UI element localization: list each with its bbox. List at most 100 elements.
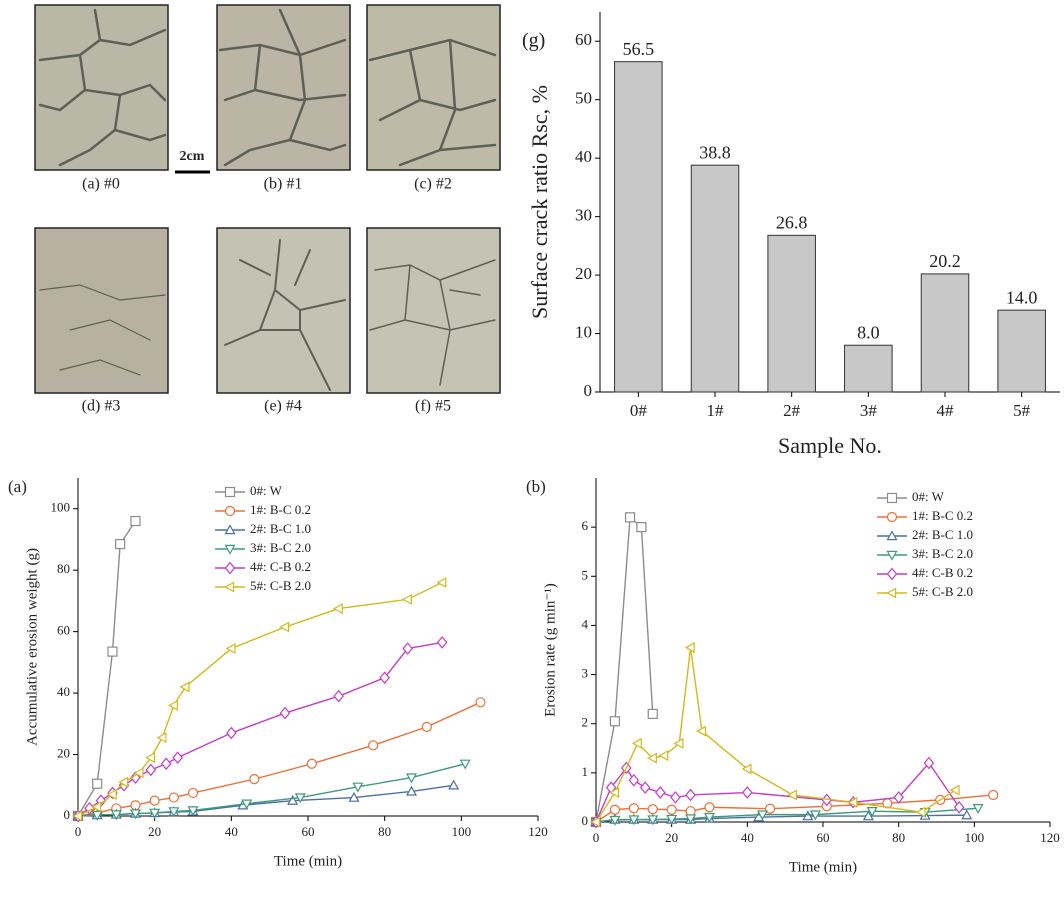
- marker: [133, 767, 144, 779]
- marker: [639, 781, 651, 794]
- marker: [332, 603, 343, 615]
- x-tick-label: 2#: [783, 401, 801, 420]
- photo: [216, 227, 351, 394]
- marker: [436, 576, 447, 588]
- marker: [475, 697, 486, 708]
- bar-value-label: 20.2: [929, 251, 961, 271]
- legend-label: 4#: C-B 0.2: [912, 565, 973, 580]
- legend-marker: [886, 511, 898, 523]
- legend-label: 5#: C-B 2.0: [250, 578, 311, 593]
- marker: [655, 786, 666, 799]
- marker: [704, 802, 715, 813]
- marker: [756, 810, 768, 821]
- legend-marker: [224, 505, 236, 517]
- photo-caption: (f) #5: [415, 398, 451, 415]
- x-tick-label: 5#: [1013, 401, 1031, 420]
- x-tick-label: 0: [75, 824, 82, 839]
- marker: [333, 689, 344, 703]
- marker: [249, 774, 260, 785]
- bar-value-label: 14.0: [1006, 287, 1038, 307]
- y-axis-label: Accumulative erosion weight (g): [24, 548, 40, 746]
- bar: [844, 344, 893, 393]
- panel-label: (a): [8, 477, 27, 496]
- bar: [920, 273, 970, 393]
- y-tick-label: 0: [64, 807, 71, 822]
- x-tick-label: 20: [148, 824, 161, 839]
- marker: [866, 806, 878, 817]
- marker: [130, 515, 141, 527]
- legend-label: 3#: B-C 2.0: [250, 540, 311, 555]
- marker: [628, 773, 640, 787]
- y-tick-label: 10: [575, 322, 592, 341]
- scale-bar-label: 2cm: [180, 149, 205, 164]
- marker: [306, 758, 317, 769]
- marker: [405, 773, 418, 784]
- legend-marker: [224, 524, 236, 535]
- series-line: [595, 807, 979, 823]
- marker: [915, 806, 926, 818]
- legend-marker: [886, 492, 898, 504]
- legend-marker: [224, 544, 236, 555]
- panel-label: (b): [526, 477, 546, 496]
- x-tick-label: 0: [593, 830, 600, 845]
- marker: [647, 804, 658, 815]
- marker: [279, 706, 291, 720]
- marker: [287, 794, 299, 805]
- y-tick-label: 1: [582, 764, 589, 779]
- y-tick-label: 0: [582, 813, 589, 828]
- series-line: [77, 641, 443, 817]
- marker: [786, 789, 797, 801]
- series-line: [77, 701, 481, 817]
- marker: [168, 807, 180, 818]
- marker: [368, 740, 379, 751]
- marker: [179, 681, 190, 693]
- marker: [187, 787, 199, 799]
- marker: [168, 792, 179, 803]
- marker: [666, 814, 678, 825]
- marker: [684, 642, 695, 654]
- legend-marker: [886, 530, 898, 541]
- bar-value-label: 26.8: [776, 212, 808, 232]
- y-tick-label: 40: [575, 147, 592, 166]
- x-tick-label: 100: [452, 824, 472, 839]
- photo: [216, 4, 351, 171]
- x-axis-label: Sample No.: [778, 433, 882, 458]
- marker: [666, 804, 677, 815]
- legend-label: 1#: B-C 0.2: [912, 508, 973, 523]
- x-tick-label: 40: [225, 824, 238, 839]
- x-axis-label: Time (min): [789, 859, 857, 875]
- marker: [647, 752, 657, 764]
- legend-label: 5#: C-B 2.0: [912, 584, 973, 599]
- marker: [923, 756, 935, 770]
- marker: [647, 708, 658, 719]
- marker: [636, 522, 647, 533]
- series-line: [77, 581, 443, 817]
- marker: [160, 757, 172, 771]
- marker: [609, 716, 621, 727]
- y-tick-label: 4: [582, 616, 589, 631]
- marker: [673, 737, 684, 749]
- marker: [91, 801, 102, 813]
- marker: [118, 776, 129, 788]
- marker: [72, 810, 83, 822]
- marker: [110, 810, 122, 821]
- y-tick-label: 20: [575, 264, 592, 283]
- marker: [156, 732, 167, 744]
- marker: [459, 759, 471, 770]
- x-tick-label: 80: [892, 830, 905, 845]
- marker: [972, 804, 984, 814]
- x-tick-label: 4#: [937, 401, 955, 420]
- marker: [149, 795, 160, 806]
- legend-label: 3#: B-C 2.0: [912, 546, 973, 561]
- x-tick-label: 100: [965, 830, 985, 845]
- y-tick-label: 2: [582, 715, 589, 730]
- series-line: [595, 515, 654, 823]
- marker: [685, 814, 697, 825]
- y-tick-label: 30: [575, 206, 592, 225]
- bar-value-label: 56.5: [623, 39, 655, 59]
- y-axis-label: Surface crack ratio Rsc, %: [527, 85, 552, 319]
- marker: [893, 791, 904, 804]
- marker: [624, 512, 636, 523]
- marker: [764, 803, 776, 814]
